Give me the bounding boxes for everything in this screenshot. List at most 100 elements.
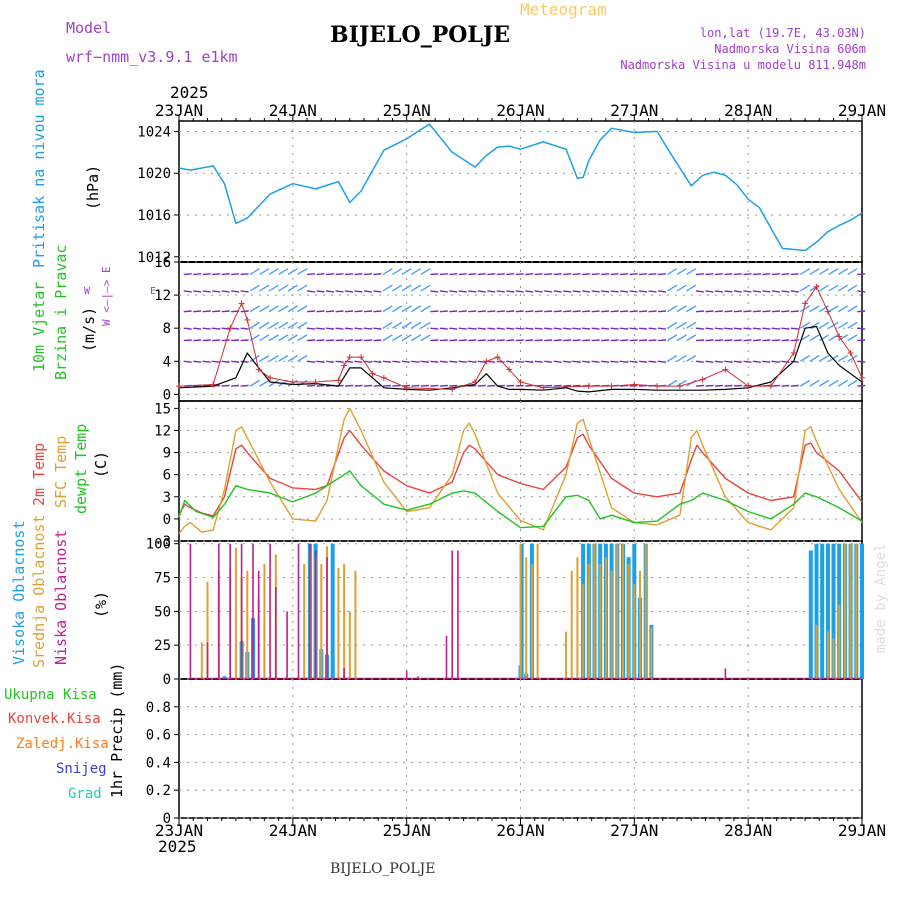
cloud-bar-2 [297, 543, 300, 679]
cloud-bar-1 [354, 570, 357, 679]
wind-barb-arrow [648, 339, 657, 342]
x-tick-label-top: 23JAN [155, 101, 203, 120]
cloud-y-tick-label: 25 [154, 638, 171, 654]
pressure-label: Pritisak na nivou mora [30, 69, 48, 268]
cloud-bar-2 [451, 550, 453, 679]
wind-barb-arrow [714, 327, 723, 330]
wind-barb-arrow [382, 305, 393, 313]
wind-barb-arrow [657, 273, 667, 276]
cloud-bar-2 [326, 557, 328, 679]
cloud-bar-1 [320, 564, 323, 679]
wind-barb-arrow [799, 379, 811, 387]
cloud-bar-1 [343, 564, 346, 679]
temp-series-line-1 [178, 407, 863, 535]
wind-barb-arrow [420, 268, 431, 276]
wind-barb-arrow [430, 290, 439, 293]
wind-barb-arrow [344, 310, 354, 313]
wind-barb-arrow [638, 327, 648, 330]
wind-barb-arrow [781, 310, 790, 313]
cloud-bar-2 [206, 642, 209, 679]
wind-barb-arrow [449, 273, 458, 276]
wind-barb-arrow [392, 384, 401, 387]
wind-barb-arrow [724, 290, 733, 293]
wind-barb-arrow [344, 290, 353, 293]
wind-barb-arrow [525, 327, 534, 330]
wind-barb-arrow [610, 339, 619, 342]
wind-barb-arrow [221, 290, 230, 293]
wind-barb-arrow [847, 354, 858, 362]
wind-barb-arrow [676, 321, 687, 329]
wind-barb-arrow [638, 290, 648, 293]
wind-barb-arrow [582, 290, 591, 293]
cloud-bar-1 [832, 638, 835, 679]
wind-barb-arrow [477, 273, 486, 276]
temperature-y-tick-label: 6 [163, 468, 171, 484]
wind-barb-arrow [193, 290, 202, 293]
wind-barb-arrow [382, 321, 393, 329]
wind-barb-arrow [306, 327, 316, 330]
wind-barb-arrow [316, 290, 325, 293]
wind-barb-arrow [278, 354, 289, 362]
wind-barb-arrow [818, 354, 830, 362]
wind-barb-arrow [401, 305, 412, 313]
wind-barb-arrow [752, 327, 761, 330]
cloud-bar-0 [808, 550, 813, 679]
product-title: Meteogram [520, 0, 607, 19]
wind-barb-arrow [733, 310, 742, 313]
wind-barb-arrow [449, 339, 458, 342]
wind-barb-arrow [325, 327, 335, 330]
wind-barb-arrow [268, 284, 279, 292]
wind-barb-arrow [439, 273, 448, 276]
wind-barb-arrow [828, 334, 839, 342]
wind-speed-line [178, 325, 863, 393]
pressure-y-tick-label: 1020 [137, 166, 171, 182]
wind-barb-arrow [563, 273, 572, 276]
wind-barb-arrow [809, 284, 820, 292]
wind-barb-arrow [373, 273, 382, 276]
wind-barb-arrow [449, 384, 458, 387]
wind-barb-arrow [667, 284, 678, 292]
wind-barb-arrow [601, 339, 610, 342]
wind-barb-arrow [790, 290, 799, 293]
cloud-bar-2 [445, 635, 448, 679]
wind-barb-arrow [724, 384, 733, 387]
wind-barb-arrow [818, 305, 830, 313]
wind-barb-arrow [686, 354, 697, 362]
wind-barb-arrow [629, 384, 638, 387]
wind-barb-arrow [259, 305, 270, 313]
x-tick-label-bottom: 28JAN [724, 821, 772, 840]
wind-barb-arrow [506, 360, 515, 363]
cloud-bar-2 [309, 543, 311, 679]
cloud-bar-1 [525, 557, 528, 679]
wind-barb-arrow [799, 321, 811, 329]
wind-barb-arrow [591, 310, 600, 313]
wind-barb-arrow [790, 310, 799, 313]
wind-label-1: 10m Vjetar [30, 281, 48, 372]
wind-barb-arrow [307, 384, 316, 387]
wind-barb-arrow [572, 360, 581, 363]
wind-barb-arrow [439, 327, 448, 330]
wind-barb-arrow [563, 327, 572, 330]
wind-barb-arrow [686, 321, 697, 329]
wind-barb-arrow [231, 339, 240, 342]
cloud-bar-2 [240, 543, 243, 679]
wind-barb-arrow [762, 290, 771, 293]
wind-barb-arrow [515, 360, 524, 363]
wind-barb-arrow [799, 334, 811, 342]
cloud-bar-1 [530, 564, 533, 679]
wind-barb-arrow [620, 273, 629, 276]
wind-barb-arrow [809, 305, 820, 313]
station-title: BIJELO_POLJE [330, 22, 511, 48]
wind-barb-arrow [591, 327, 600, 330]
temperature-y-tick-label: 3 [163, 490, 171, 506]
wind-barb-arrow [392, 268, 403, 276]
wind-barb-arrow [363, 310, 373, 313]
wind-barb-arrow [591, 339, 600, 342]
wind-barb-arrow [572, 290, 581, 293]
wind-barb-arrow [212, 310, 221, 313]
wind-barb-arrow [676, 354, 687, 362]
cloud-label-low: Niska Oblacnost [52, 529, 70, 665]
wind-barb-arrow [695, 360, 704, 363]
wind-barb-arrow [363, 339, 373, 342]
wind-barb-arrow [837, 354, 849, 362]
